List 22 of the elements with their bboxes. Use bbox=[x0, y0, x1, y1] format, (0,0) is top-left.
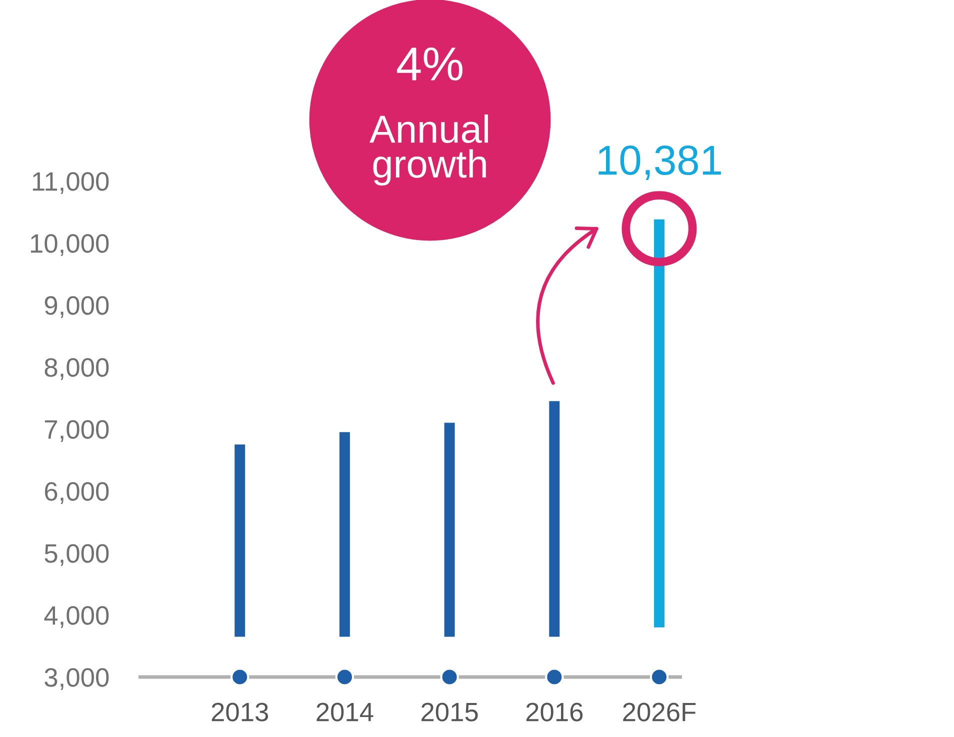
x-tick-label: 2015 bbox=[422, 702, 478, 722]
y-tick-label: 3,000 bbox=[44, 668, 109, 690]
y-tick-label: 7,000 bbox=[45, 420, 109, 442]
x-tick-label: 2016 bbox=[526, 702, 583, 722]
y-tick-label: 8,000 bbox=[44, 358, 109, 380]
x-tick-label: 2014 bbox=[316, 702, 374, 722]
x-tick-label: 2026F bbox=[623, 702, 696, 722]
bar bbox=[654, 219, 664, 628]
y-tick-label: 11,000 bbox=[32, 172, 109, 194]
text: 4% bbox=[396, 47, 462, 80]
bar bbox=[549, 401, 560, 637]
x-tick-label: 2013 bbox=[212, 702, 268, 722]
y-tick-label: 4,000 bbox=[44, 606, 109, 628]
bar bbox=[339, 432, 350, 637]
annotation: Annual growth bbox=[370, 114, 488, 186]
y-tick-label: 6,000 bbox=[44, 482, 109, 504]
y-tick-label: 5,000 bbox=[44, 544, 109, 566]
y-tick-label: 9,000 bbox=[44, 296, 109, 318]
data-label: 10,381 bbox=[598, 146, 721, 180]
bar bbox=[234, 444, 246, 637]
bar bbox=[444, 422, 455, 637]
y-tick-label: 10,000 bbox=[30, 234, 109, 256]
